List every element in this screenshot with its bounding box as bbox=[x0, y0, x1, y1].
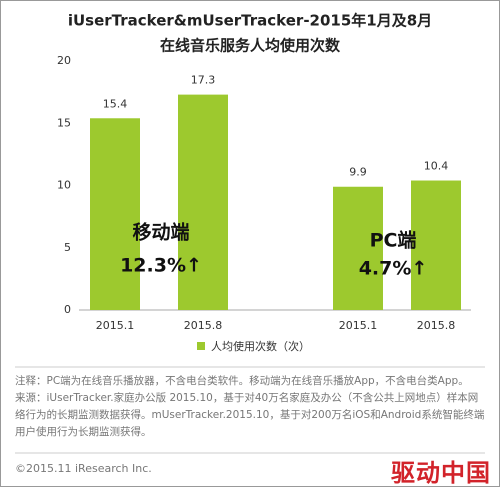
notes: 注释：PC端为在线音乐播放器，不含电台类软件。移动端为在线音乐播放App，不含电… bbox=[15, 373, 487, 441]
y-tick-label: 10 bbox=[57, 179, 71, 192]
bar bbox=[90, 118, 140, 311]
legend-swatch bbox=[197, 342, 205, 350]
value-label: 15.4 bbox=[103, 97, 128, 110]
x-tick-label: 2015.1 bbox=[339, 319, 378, 332]
copyright: ©2015.11 iResearch Inc. bbox=[15, 462, 152, 475]
chart-subtitle: 在线音乐服务人均使用次数 bbox=[160, 37, 341, 55]
annotation: 4.7%↑ bbox=[359, 258, 428, 280]
annotation: PC端 bbox=[370, 229, 417, 252]
bar bbox=[333, 186, 383, 310]
bar bbox=[411, 180, 461, 310]
y-tick-label: 20 bbox=[57, 54, 71, 67]
note: 来源：iUserTracker.家庭办公版 2015.10，基于对40万名家庭及… bbox=[15, 392, 485, 438]
annotation: 移动端 bbox=[132, 221, 189, 244]
bar bbox=[178, 94, 228, 311]
chart-title: iUserTracker&mUserTracker-2015年1月及8月 bbox=[68, 12, 432, 30]
y-tick-label: 0 bbox=[64, 303, 71, 316]
value-label: 17.3 bbox=[191, 74, 216, 87]
x-tick-label: 2015.1 bbox=[96, 319, 135, 332]
y-tick-label: 5 bbox=[64, 241, 71, 254]
value-label: 9.9 bbox=[349, 166, 367, 179]
watermark: 驱动中国 bbox=[391, 459, 491, 487]
legend-label: 人均使用次数（次） bbox=[211, 339, 310, 353]
x-tick-label: 2015.8 bbox=[417, 319, 456, 332]
value-label: 10.4 bbox=[424, 160, 449, 173]
note: 注释：PC端为在线音乐播放器，不含电台类软件。移动端为在线音乐播放App，不含电… bbox=[15, 375, 469, 387]
x-tick-label: 2015.8 bbox=[184, 319, 223, 332]
y-tick-label: 15 bbox=[57, 116, 71, 129]
annotation: 12.3%↑ bbox=[120, 255, 202, 277]
